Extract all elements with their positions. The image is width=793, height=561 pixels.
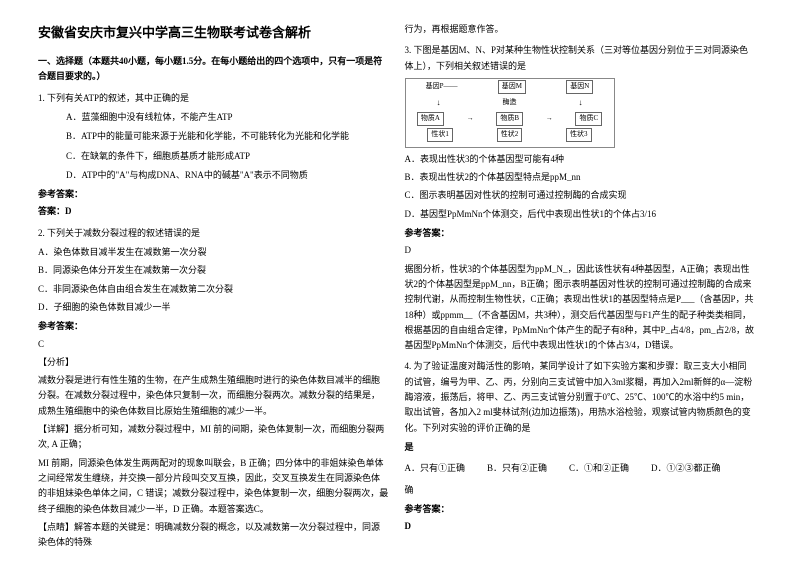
- diag-x3: 性状3: [566, 128, 592, 142]
- q1-ans-label: 参考答案：: [38, 187, 389, 202]
- q2-analysis-head: 【分析】: [38, 355, 389, 370]
- diag-gene-m: 基因M: [498, 80, 526, 94]
- q4-opt-a: A．只有①正确: [405, 461, 466, 476]
- q1-stem: 1. 下列有关ATP的叙述，其中正确的是: [38, 91, 389, 106]
- q2-stem: 2. 下列关于减数分裂过程的叙述错误的是: [38, 226, 389, 241]
- diag-wu-a: 物质A: [417, 112, 444, 126]
- q2-opt-d: D．子细胞的染色体数目减少一半: [38, 300, 389, 315]
- q1-opt-c: C．在缺氧的条件下，细胞质基质才能形成ATP: [38, 149, 389, 164]
- q1-opt-d: D．ATP中的"A"与构成DNA、RNA中的碱基"A"表示不同物质: [38, 168, 389, 183]
- q3-diagram: 基因P—— 基因M 基因N ↓ 酶造 ↓ 物质A→ 物质B→ 物质C 性状1 性…: [405, 78, 615, 148]
- q3-ans-label: 参考答案：: [405, 226, 756, 241]
- q3-opt-d: D．基因型PpMmNn个体测交，后代中表现出性状1的个体占3/16: [405, 207, 756, 222]
- q4-opt-b: B．只有②正确: [487, 461, 547, 476]
- q4-options-row: A．只有①正确 B．只有②正确 C．①和②正确 D．①②③都正确: [405, 461, 756, 476]
- diag-gene-n: 基因N: [566, 80, 593, 94]
- q3-opt-b: B．表现出性状2的个体基因型特点是ppM_nn: [405, 170, 756, 185]
- q3-opt-c: C．图示表明基因对性状的控制可通过控制酶的合成实现: [405, 188, 756, 203]
- q2-opt-b: B．同源染色体分开发生在减数第一次分裂: [38, 263, 389, 278]
- q2-analysis-1: 减数分裂是进行有性生殖的生物，在产生成熟生殖细胞时进行的染色体数目减半的细胞分裂…: [38, 373, 389, 419]
- q3-analysis: 据图分析，性状3的个体基因型为ppM_N_，因此该性状有4种基因型，A正确；表现…: [405, 262, 756, 354]
- q4-opt-d-cont: 确: [405, 483, 756, 498]
- arrow-icon: ↓: [579, 96, 583, 110]
- q1-ans: 答案：D: [38, 204, 389, 219]
- diag-x1: 性状1: [427, 128, 453, 142]
- q3-opt-a: A．表现出性状3的个体基因型可能有4种: [405, 152, 756, 167]
- q2-opt-c: C．非同源染色体自由组合发生在减数第二次分裂: [38, 282, 389, 297]
- q1-opt-a: A．蓝藻细胞中没有线粒体，不能产生ATP: [38, 110, 389, 125]
- diag-wu-b: 物质B: [496, 112, 523, 126]
- q2-point: 【点睛】解答本题的关键是：明确减数分裂的概念，以及减数第一次分裂过程中，同源染色…: [38, 520, 389, 551]
- q4-stem: 4. 为了验证温度对酶活性的影响，某同学设计了如下实验方案和步骤：取三支大小相同…: [405, 359, 756, 435]
- q2-opt-a: A．染色体数目减半发生在减数第一次分裂: [38, 245, 389, 260]
- q3-ans: D: [405, 243, 756, 258]
- q4-ans: D: [405, 519, 756, 534]
- q2-ans: C: [38, 337, 389, 352]
- q2-ans-label: 参考答案：: [38, 319, 389, 334]
- diag-gene-p: 基因P——: [426, 81, 458, 93]
- right-top-continuation: 行为，再根据题意作答。: [405, 22, 756, 37]
- section-1-head: 一、选择题（本题共40小题，每小题1.5分。在每小题给出的四个选项中，只有一项是…: [38, 54, 389, 85]
- diag-wu-c: 物质C: [575, 112, 602, 126]
- diag-x2: 性状2: [497, 128, 523, 142]
- q4-opt-c: C．①和②正确: [569, 461, 629, 476]
- q2-detail-b: MI 前期，同源染色体发生两两配对的现象叫联会，B 正确；四分体中的非姐妹染色单…: [38, 456, 389, 517]
- q1-opt-b: B．ATP中的能量可能来源于光能和化学能，不可能转化为光能和化学能: [38, 129, 389, 144]
- diag-mei: 酶造: [503, 97, 517, 109]
- q4-opt-d: D．①②③都正确: [651, 461, 721, 476]
- q4-ans-label: 参考答案：: [405, 502, 756, 517]
- arrow-icon: ↓: [437, 96, 441, 110]
- q4-is-label: 是: [405, 440, 756, 455]
- q3-stem: 3. 下图是基因M、N、P对某种生物性状控制关系（三对等位基因分别位于三对同源染…: [405, 43, 756, 74]
- q2-detail-head: 【详解】据分析可知，减数分裂过程中，MI 前的间期，染色体复制一次，而细胞分裂两…: [38, 422, 389, 453]
- doc-title: 安徽省安庆市复兴中学高三生物联考试卷含解析: [38, 22, 389, 44]
